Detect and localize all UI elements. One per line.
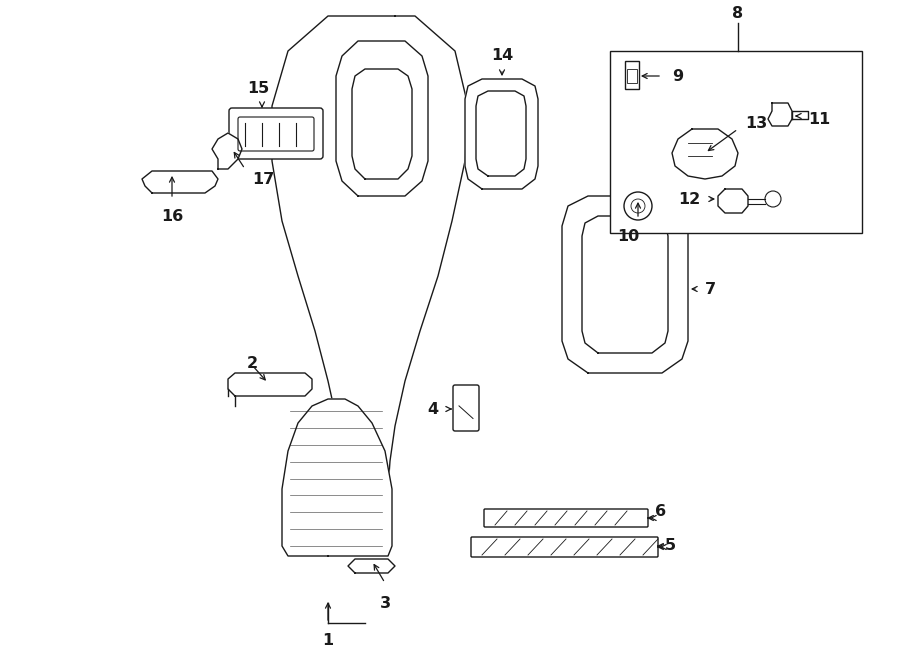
Polygon shape bbox=[562, 196, 688, 373]
Polygon shape bbox=[582, 216, 668, 353]
Text: 12: 12 bbox=[678, 192, 700, 206]
Text: 15: 15 bbox=[247, 81, 269, 96]
Polygon shape bbox=[718, 189, 748, 213]
Circle shape bbox=[765, 191, 781, 207]
Polygon shape bbox=[336, 41, 428, 196]
FancyBboxPatch shape bbox=[453, 385, 479, 431]
Text: 10: 10 bbox=[616, 229, 639, 244]
Text: 14: 14 bbox=[491, 48, 513, 63]
Polygon shape bbox=[272, 16, 468, 543]
Text: 8: 8 bbox=[733, 5, 743, 20]
FancyBboxPatch shape bbox=[484, 509, 648, 527]
Text: 16: 16 bbox=[161, 209, 183, 224]
Text: 6: 6 bbox=[655, 504, 666, 518]
Text: 11: 11 bbox=[808, 112, 830, 126]
Bar bbox=[610, 51, 862, 233]
Bar bbox=[625, 61, 639, 89]
Circle shape bbox=[624, 192, 652, 220]
Polygon shape bbox=[792, 111, 808, 119]
Text: 7: 7 bbox=[705, 282, 716, 297]
Text: 5: 5 bbox=[665, 539, 676, 553]
Text: 9: 9 bbox=[672, 69, 683, 83]
Text: 1: 1 bbox=[322, 633, 334, 648]
Polygon shape bbox=[352, 69, 412, 179]
FancyBboxPatch shape bbox=[229, 108, 323, 159]
Text: 3: 3 bbox=[380, 596, 391, 611]
Polygon shape bbox=[228, 373, 312, 396]
Polygon shape bbox=[348, 559, 395, 573]
Polygon shape bbox=[672, 129, 738, 179]
Text: 2: 2 bbox=[247, 356, 257, 371]
Text: 4: 4 bbox=[427, 401, 438, 416]
Circle shape bbox=[631, 199, 645, 213]
Bar bbox=[627, 69, 637, 83]
Polygon shape bbox=[212, 133, 242, 169]
Text: 17: 17 bbox=[252, 171, 274, 186]
Polygon shape bbox=[476, 91, 526, 176]
Polygon shape bbox=[282, 399, 392, 556]
Polygon shape bbox=[768, 103, 792, 126]
FancyBboxPatch shape bbox=[238, 117, 314, 151]
Polygon shape bbox=[142, 171, 218, 193]
Polygon shape bbox=[465, 79, 538, 189]
Text: 13: 13 bbox=[745, 116, 767, 130]
FancyBboxPatch shape bbox=[471, 537, 658, 557]
